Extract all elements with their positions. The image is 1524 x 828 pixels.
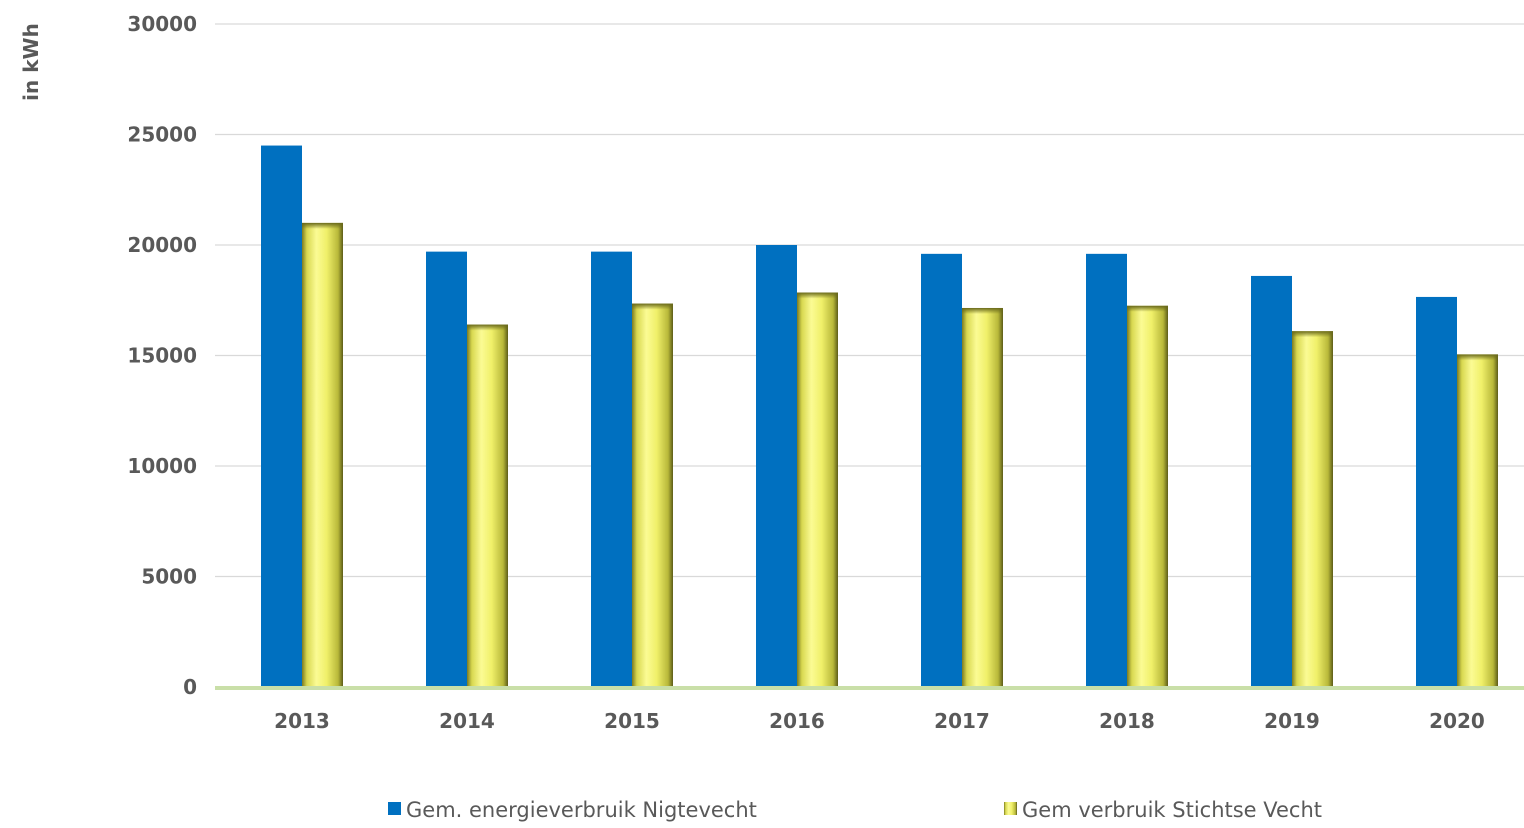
x-tick-label: 2016 [769, 709, 825, 733]
bar-stichtse-vecht-bevel [1457, 354, 1498, 361]
y-axis-ticks: 0 5000 10000 15000 20000 25000 30000 [127, 12, 197, 699]
bar-stichtse-vecht [1127, 305, 1168, 687]
bar-stichtse-vecht [1457, 354, 1498, 687]
x-tick-label: 2014 [439, 709, 495, 733]
legend-swatch-series-1 [388, 802, 401, 815]
x-tick-label: 2018 [1099, 709, 1155, 733]
bar-stichtse-vecht [962, 307, 1003, 687]
bar-stichtse-vecht [467, 324, 508, 687]
y-tick-label: 10000 [127, 454, 197, 478]
y-tick-label: 5000 [141, 565, 197, 589]
legend-label-series-2: Gem verbruik Stichtse Vecht [1022, 798, 1322, 822]
bar-stichtse-vecht-bevel [467, 324, 508, 331]
bar-nigtevecht [1251, 275, 1292, 687]
bar-stichtse-vecht [302, 222, 343, 687]
bar-stichtse-vecht [1292, 331, 1333, 687]
bar-nigtevecht [756, 245, 797, 687]
legend-item-series-2: Gem verbruik Stichtse Vecht [1004, 798, 1322, 822]
x-tick-label: 2017 [934, 709, 990, 733]
y-tick-label: 0 [183, 675, 197, 699]
bars [261, 145, 1498, 688]
legend-item-series-1: Gem. energieverbruik Nigtevecht [388, 798, 757, 822]
y-axis-title: in kWh [19, 23, 43, 101]
x-tick-label: 2015 [604, 709, 660, 733]
bar-nigtevecht [426, 251, 467, 687]
bar-stichtse-vecht-bevel [1127, 305, 1168, 312]
x-tick-label: 2019 [1264, 709, 1320, 733]
bar-stichtse-vecht [797, 292, 838, 687]
bar-stichtse-vecht [632, 303, 673, 687]
y-tick-label: 30000 [127, 12, 197, 36]
legend-swatch-series-2 [1004, 802, 1017, 815]
y-tick-label: 20000 [127, 233, 197, 257]
x-tick-label: 2013 [274, 709, 330, 733]
bar-nigtevecht [1086, 253, 1127, 687]
legend-label-series-1: Gem. energieverbruik Nigtevecht [406, 798, 757, 822]
y-tick-label: 25000 [127, 123, 197, 147]
bar-nigtevecht [921, 253, 962, 687]
bar-stichtse-vecht-bevel [302, 222, 343, 229]
bar-nigtevecht [1416, 296, 1457, 687]
bar-stichtse-vecht-bevel [962, 307, 1003, 314]
y-tick-label: 15000 [127, 344, 197, 368]
bar-nigtevecht [261, 145, 302, 688]
bar-stichtse-vecht-bevel [797, 292, 838, 299]
legend: Gem. energieverbruik Nigtevecht Gem verb… [388, 798, 1322, 822]
bar-stichtse-vecht-bevel [1292, 331, 1333, 338]
bar-nigtevecht [591, 251, 632, 687]
x-axis-ticks: 2013 2014 2015 2016 2017 2018 2019 2020 [274, 709, 1485, 733]
x-tick-label: 2020 [1429, 709, 1485, 733]
bar-stichtse-vecht-bevel [632, 303, 673, 310]
